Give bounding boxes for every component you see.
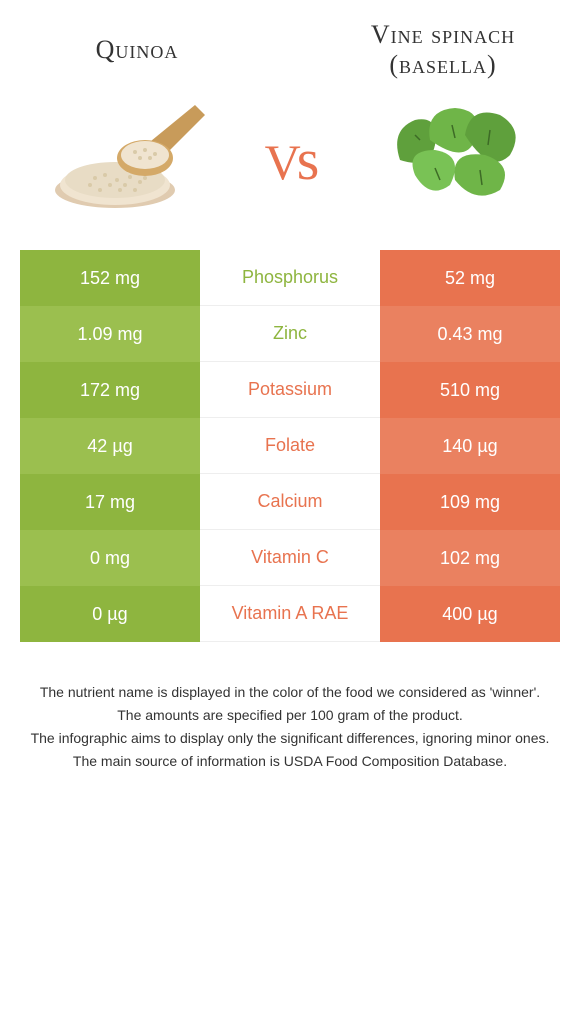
nutrient-value-left: 0 µg bbox=[20, 586, 200, 642]
footer-line: The nutrient name is displayed in the co… bbox=[30, 682, 550, 703]
nutrient-value-right: 102 mg bbox=[380, 530, 560, 586]
footer-notes: The nutrient name is displayed in the co… bbox=[20, 682, 560, 772]
nutrient-value-left: 0 mg bbox=[20, 530, 200, 586]
images-row: vs bbox=[20, 90, 560, 220]
nutrient-row: 152 mgPhosphorus52 mg bbox=[20, 250, 560, 306]
nutrient-row: 17 mgCalcium109 mg bbox=[20, 474, 560, 530]
header-row: Quinoa Vine spinach (basella) bbox=[20, 20, 560, 80]
nutrient-row: 0 mgVitamin C102 mg bbox=[20, 530, 560, 586]
footer-line: The main source of information is USDA F… bbox=[30, 751, 550, 772]
nutrient-value-right: 510 mg bbox=[380, 362, 560, 418]
nutrient-name: Vitamin C bbox=[200, 530, 380, 586]
food-title-left: Quinoa bbox=[29, 35, 245, 65]
nutrient-value-right: 52 mg bbox=[380, 250, 560, 306]
nutrient-value-right: 109 mg bbox=[380, 474, 560, 530]
spinach-image bbox=[365, 90, 535, 220]
footer-line: The infographic aims to display only the… bbox=[30, 728, 550, 749]
nutrient-value-right: 0.43 mg bbox=[380, 306, 560, 362]
infographic-container: Quinoa Vine spinach (basella) bbox=[0, 0, 580, 794]
nutrient-name: Zinc bbox=[200, 306, 380, 362]
nutrient-name: Folate bbox=[200, 418, 380, 474]
nutrient-name: Phosphorus bbox=[200, 250, 380, 306]
nutrient-value-left: 17 mg bbox=[20, 474, 200, 530]
nutrient-value-right: 400 µg bbox=[380, 586, 560, 642]
nutrient-value-left: 42 µg bbox=[20, 418, 200, 474]
food-title-right: Vine spinach (basella) bbox=[335, 20, 551, 80]
nutrient-row: 0 µgVitamin A RAE400 µg bbox=[20, 586, 560, 642]
nutrient-value-right: 140 µg bbox=[380, 418, 560, 474]
quinoa-image bbox=[45, 90, 215, 220]
vs-label: vs bbox=[265, 114, 316, 197]
nutrient-value-left: 172 mg bbox=[20, 362, 200, 418]
nutrient-value-left: 1.09 mg bbox=[20, 306, 200, 362]
nutrient-row: 172 mgPotassium510 mg bbox=[20, 362, 560, 418]
nutrient-row: 42 µgFolate140 µg bbox=[20, 418, 560, 474]
footer-line: The amounts are specified per 100 gram o… bbox=[30, 705, 550, 726]
nutrient-name: Vitamin A RAE bbox=[200, 586, 380, 642]
nutrient-table: 152 mgPhosphorus52 mg1.09 mgZinc0.43 mg1… bbox=[20, 250, 560, 642]
nutrient-row: 1.09 mgZinc0.43 mg bbox=[20, 306, 560, 362]
nutrient-value-left: 152 mg bbox=[20, 250, 200, 306]
nutrient-name: Calcium bbox=[200, 474, 380, 530]
nutrient-name: Potassium bbox=[200, 362, 380, 418]
